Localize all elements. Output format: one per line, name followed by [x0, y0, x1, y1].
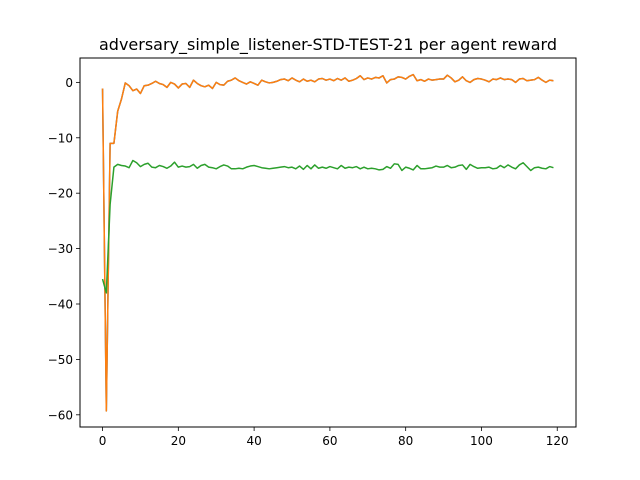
- y-tick-label: −30: [48, 242, 73, 256]
- x-tick-label: 120: [546, 434, 569, 448]
- x-tick-label: 20: [171, 434, 186, 448]
- chart-title: adversary_simple_listener-STD-TEST-21 pe…: [99, 35, 557, 55]
- y-tick-label: −10: [48, 131, 73, 145]
- plot-area-frame: [79, 57, 577, 428]
- series-line-2: [101, 159, 554, 294]
- x-tick-label: 100: [470, 434, 493, 448]
- y-tick-label: −20: [48, 187, 73, 201]
- x-axis-ticks: 0 20 40 60 80 100 120: [99, 427, 569, 448]
- x-tick-label: 0: [99, 434, 107, 448]
- x-tick-label: 80: [398, 434, 413, 448]
- y-tick-label: −40: [48, 298, 73, 312]
- x-tick-label: 40: [246, 434, 261, 448]
- y-tick-label: −60: [48, 408, 73, 422]
- series-line-1: [101, 73, 554, 412]
- x-tick-label: 60: [322, 434, 337, 448]
- y-tick-label: 0: [65, 76, 73, 90]
- y-axis-ticks: −60 −50 −40 −30 −20 −10 0: [48, 76, 80, 422]
- series-layer: [101, 73, 554, 412]
- y-tick-label: −50: [48, 353, 73, 367]
